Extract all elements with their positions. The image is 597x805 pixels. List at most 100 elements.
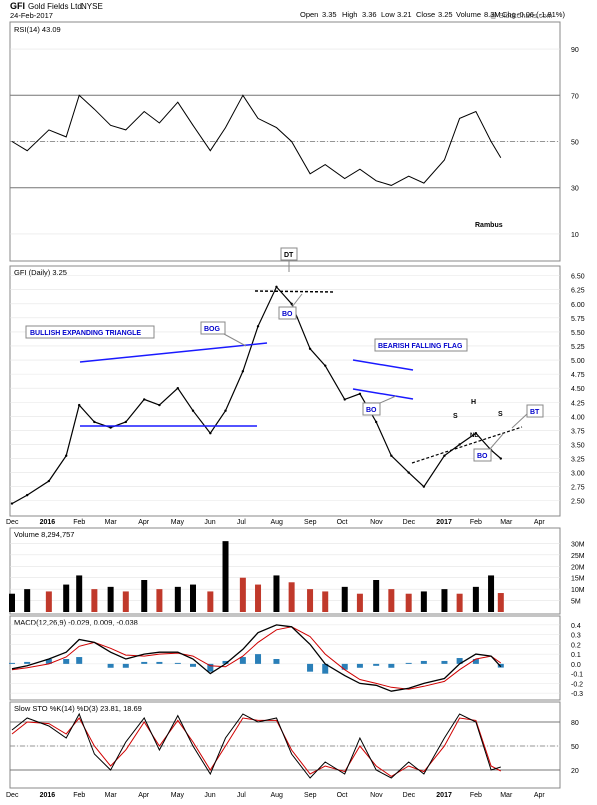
macd-histogram-bar (156, 661, 163, 664)
volume-bar (141, 580, 148, 612)
company-name: Gold Fields Ltd. (28, 2, 84, 11)
label-box-bo1 (278, 306, 297, 320)
volume-bar (356, 593, 363, 612)
price-line (11, 285, 502, 505)
price-point (275, 285, 278, 289)
x-axis-label: Mar (500, 519, 513, 526)
macd-histogram-bar (405, 662, 412, 664)
label-bt: BT (530, 409, 540, 416)
ytick-label-rsi: 10 (571, 232, 579, 239)
rsi-line (11, 94, 502, 186)
x-axis-label: Dec (6, 519, 19, 526)
label-box-bog (200, 321, 226, 335)
price-point (256, 325, 260, 328)
ytick-label-volume: 5M (571, 599, 581, 606)
ytick-label-macd: 0.0 (571, 662, 581, 669)
macd-histogram-bar (420, 660, 427, 664)
price-point (224, 409, 227, 412)
macd-legend: MACD(12,26,9) -0.029, 0.009, -0.038 (14, 618, 138, 627)
price-point (124, 420, 128, 424)
x-axis-label: Jul (237, 792, 246, 799)
x-axis-label: Jun (204, 519, 215, 526)
volume-bar (122, 591, 129, 612)
volume-bar (156, 589, 163, 612)
price-point (209, 432, 212, 435)
label-bo-1: BO (282, 311, 293, 318)
label-bo-3: BO (477, 453, 488, 460)
macd-histogram-bar (174, 662, 181, 664)
x-axis-label: 2017 (436, 519, 452, 526)
volume-bar (107, 586, 114, 612)
ytick-label-price: 2.50 (571, 499, 585, 506)
pointer-bo-2 (379, 395, 397, 404)
macd-histogram-bar (356, 663, 363, 668)
x-axis-label: Dec (6, 792, 19, 799)
x-axis-label: Apr (534, 519, 546, 526)
volume-bar (273, 575, 280, 612)
stochastic-d-line (11, 717, 502, 777)
price-point (474, 432, 478, 435)
ytick-label-stochastic: 20 (571, 768, 579, 775)
quote-low-label: Low (381, 10, 395, 19)
label-bo-2: BO (366, 407, 377, 414)
volume-bar (405, 593, 412, 612)
quote-open-label: Open (300, 10, 318, 19)
quote-bar: Open 3.35 High 3.36 Low 3.21 Close 3.25 … (300, 10, 565, 19)
ytick-label-volume: 30M (571, 541, 585, 548)
ytick-label-price: 3.25 (571, 457, 585, 464)
ytick-label-volume: 20M (571, 564, 585, 571)
label-bog: BOG (204, 326, 221, 333)
price-point (290, 302, 293, 305)
volume-legend: Volume 8,294,757 (14, 530, 74, 539)
x-axis-label: Sep (304, 519, 317, 526)
macd-histogram-bar (307, 663, 314, 672)
chart-marks: 10 30 50 70 90 2.50 2.75 3.00 3.25 3.50 3.75 4.00 4.… (6, 47, 585, 799)
volume-bar (9, 593, 15, 612)
macd-histogram-bar (373, 663, 380, 666)
ytick-label-macd: 0.4 (571, 623, 581, 630)
volume-bar (388, 589, 395, 612)
label-box-triangle (25, 325, 155, 339)
ytick-label-stochastic: 50 (571, 744, 579, 751)
volume-bar (222, 541, 229, 612)
ytick-label-macd: -0.1 (571, 672, 583, 679)
flag-upper-line (352, 359, 414, 371)
watermark: @ StockCharts.com (490, 13, 553, 20)
macd-histogram-bar (9, 662, 15, 664)
x-axis-label: 2017 (436, 792, 452, 799)
macd-histogram-bar (76, 657, 83, 664)
ytick-label-price: 4.00 (571, 414, 585, 421)
ytick-label-stochastic: 80 (571, 720, 579, 727)
price-point (407, 471, 410, 474)
x-axis-label: Apr (138, 792, 150, 799)
volume-bar (472, 586, 479, 612)
price-point (10, 502, 14, 505)
ytick-label-volume: 15M (571, 576, 585, 583)
price-point (143, 398, 146, 401)
x-axis-label: Aug (270, 792, 283, 799)
pointer-bog (223, 333, 247, 347)
volume-bar (373, 580, 380, 612)
macd-histogram-bar (388, 663, 395, 668)
macd-histogram-bar (190, 663, 196, 667)
ytick-label-price: 4.25 (571, 400, 585, 407)
ytick-label-price: 6.00 (571, 302, 585, 309)
label-neckline: NL (470, 433, 478, 439)
label-head: H (471, 399, 476, 406)
x-axis-label: Sep (304, 792, 317, 799)
ytick-label-price: 5.25 (571, 344, 585, 351)
ytick-label-rsi: 70 (571, 93, 579, 100)
volume-bar (45, 591, 52, 612)
price-point (422, 485, 426, 488)
ytick-label-price: 3.00 (571, 471, 585, 478)
price-point (499, 457, 503, 460)
x-axis-label: Dec (403, 519, 416, 526)
volume-bar (207, 591, 214, 612)
volume-bar (239, 577, 246, 612)
volume-bar (76, 575, 83, 612)
x-axis-label: Feb (73, 792, 85, 799)
price-point (47, 479, 51, 483)
x-axis-label: Feb (470, 792, 482, 799)
label-right-shoulder: S (498, 411, 503, 418)
